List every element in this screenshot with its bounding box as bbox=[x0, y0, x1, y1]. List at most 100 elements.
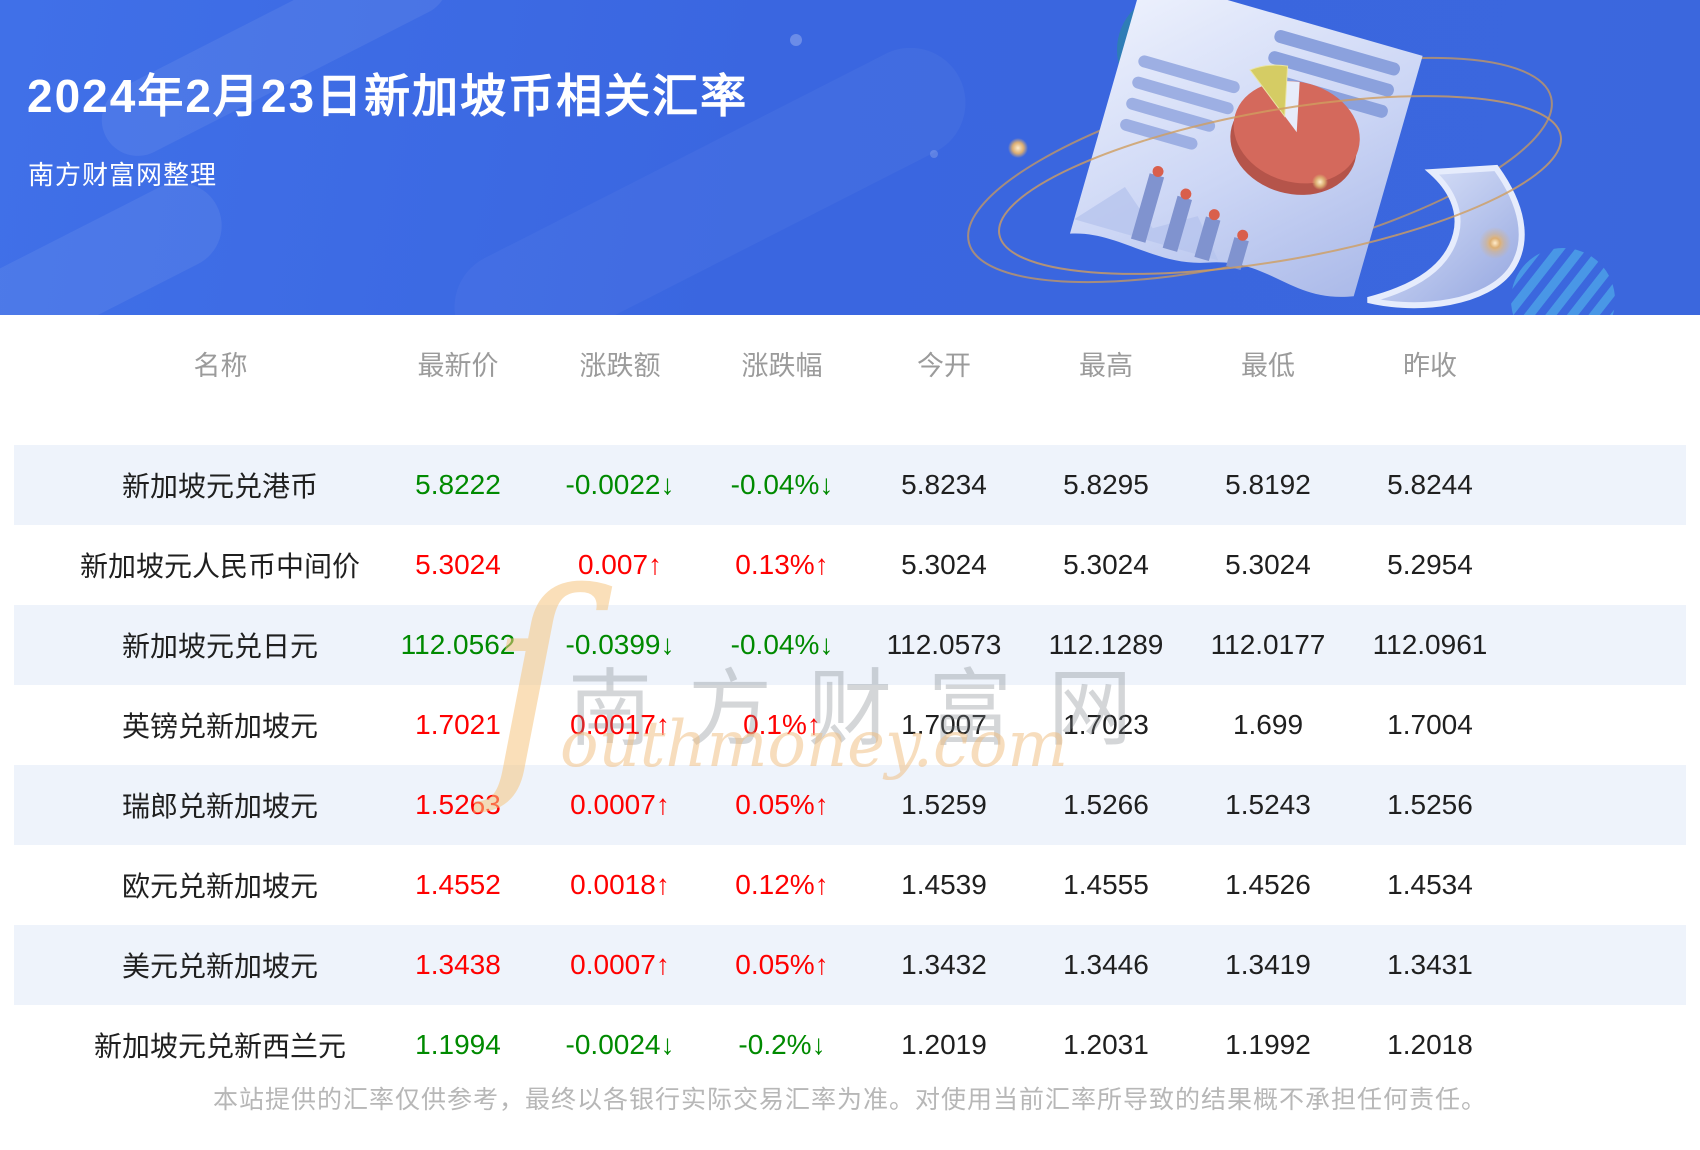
cell-filler bbox=[1511, 445, 1686, 525]
cell-prev-close: 1.3431 bbox=[1349, 925, 1511, 1005]
cell-high: 5.3024 bbox=[1063, 549, 1149, 580]
cell-filler bbox=[1511, 765, 1686, 845]
cell-filler bbox=[1511, 845, 1686, 925]
glow-sphere bbox=[1486, 234, 1504, 252]
table-row: 新加坡元人民币中间价 5.3024 0.007↑ 0.13%↑ 5.3024 5.3024… bbox=[14, 525, 1686, 605]
cell-open: 5.3024 bbox=[901, 549, 987, 580]
col-header-filler bbox=[1511, 315, 1686, 445]
cell-change: 0.0007↑ bbox=[539, 925, 701, 1005]
cell-change: 0.0017↑ bbox=[570, 709, 670, 740]
orbit-ring bbox=[998, 95, 1562, 275]
cell-filler bbox=[1511, 1005, 1686, 1085]
cell-prev-close: 5.2954 bbox=[1387, 549, 1473, 580]
cell-name: 瑞郎兑新加坡元 bbox=[14, 765, 377, 845]
cell-last: 5.3024 bbox=[415, 549, 501, 580]
striped-circle bbox=[1511, 248, 1615, 315]
cell-name: 新加坡元人民币中间价 bbox=[79, 551, 360, 582]
rate-table-body: 新加坡元兑港币 5.8222 -0.0022↓ -0.04%↓ 5.8234 5.8295… bbox=[14, 445, 1686, 1085]
cell-name: 新加坡元兑港币 bbox=[14, 445, 377, 525]
col-header-low: 最低 bbox=[1241, 350, 1295, 381]
table-row: 新加坡元兑港币 5.8222 -0.0022↓ -0.04%↓ 5.8234 5.8295… bbox=[14, 445, 1686, 525]
cell-open: 1.2019 bbox=[901, 1029, 987, 1060]
cell-high: 1.2031 bbox=[1063, 1029, 1149, 1060]
table-row: 瑞郎兑新加坡元 1.5263 0.0007↑ 0.05%↑ 1.5259 1.5266 1.… bbox=[14, 765, 1686, 845]
finance-report-illustration bbox=[967, 0, 1615, 315]
text-line bbox=[1274, 30, 1401, 76]
cell-low: 1.699 bbox=[1232, 709, 1304, 740]
cell-high: 5.8295 bbox=[1025, 445, 1187, 525]
cell-low: 1.3419 bbox=[1187, 925, 1349, 1005]
page-subtitle: 南方财富网整理 bbox=[28, 160, 218, 190]
col-header-open: 今开 bbox=[917, 350, 971, 381]
exchange-rates-table: 名称 最新价 涨跌额 涨跌幅 今开 最高 最低 昨收 新加坡元兑港币 5.8222… bbox=[14, 315, 1686, 1085]
cell-high: 1.5266 bbox=[1025, 765, 1187, 845]
pie-chart-icon bbox=[1230, 64, 1360, 195]
table-row: 欧元兑新加坡元 1.4552 0.0018↑ 0.12%↑ 1.4539 1.4555 1.… bbox=[14, 845, 1686, 925]
cell-name: 新加坡元兑日元 bbox=[14, 605, 377, 685]
cell-open: 1.3432 bbox=[863, 925, 1025, 1005]
col-header-name: 名称 bbox=[193, 350, 248, 381]
col-header-prev-close: 昨收 bbox=[1403, 350, 1457, 381]
text-line bbox=[1138, 55, 1240, 94]
cell-change: 0.0018↑ bbox=[570, 869, 670, 900]
cell-change-pct: 0.13%↑ bbox=[735, 549, 829, 580]
cell-change-pct: 0.12%↑ bbox=[735, 869, 829, 900]
col-header-change: 涨跌额 bbox=[579, 350, 661, 381]
table-header-row: 名称 最新价 涨跌额 涨跌幅 今开 最高 最低 昨收 bbox=[14, 315, 1686, 445]
cell-open: 1.7007 bbox=[901, 709, 987, 740]
cell-prev-close: 1.7004 bbox=[1387, 709, 1473, 740]
cell-last: 1.7021 bbox=[415, 709, 501, 740]
cell-low: 112.0177 bbox=[1187, 605, 1349, 685]
cell-last: 1.3438 bbox=[377, 925, 539, 1005]
col-header-high: 最高 bbox=[1079, 350, 1133, 381]
cell-prev-close: 1.5256 bbox=[1349, 765, 1511, 845]
cell-change-pct: 0.1%↑ bbox=[743, 709, 821, 740]
table-row: 新加坡元兑新西兰元 1.1994 -0.0024↓ -0.2%↓ 1.2019 1.203… bbox=[14, 1005, 1686, 1085]
cell-open: 1.5259 bbox=[863, 765, 1025, 845]
glow-sphere bbox=[1008, 138, 1028, 158]
glow-sphere bbox=[1312, 174, 1328, 190]
cell-name: 新加坡元兑新西兰元 bbox=[93, 1031, 346, 1062]
cell-last: 1.1994 bbox=[415, 1029, 501, 1060]
disclaimer-text: 本站提供的汇率仅供参考，最终以各银行实际交易汇率为准。对使用当前汇率所导致的结果… bbox=[212, 1086, 1487, 1114]
col-header-last: 最新价 bbox=[417, 350, 499, 381]
cell-last: 1.5263 bbox=[377, 765, 539, 845]
cell-filler bbox=[1511, 925, 1686, 1005]
cell-change-pct: 0.05%↑ bbox=[701, 765, 863, 845]
cell-name: 欧元兑新加坡元 bbox=[121, 871, 318, 902]
table-row: 英镑兑新加坡元 1.7021 0.0017↑ 0.1%↑ 1.7007 1.7023 1.6… bbox=[14, 685, 1686, 765]
cell-high: 1.7023 bbox=[1063, 709, 1149, 740]
col-header-change-pct: 涨跌幅 bbox=[741, 350, 823, 381]
cell-change-pct: -0.2%↓ bbox=[738, 1029, 826, 1060]
cell-name: 英镑兑新加坡元 bbox=[121, 711, 318, 742]
cell-filler bbox=[1511, 525, 1686, 605]
cell-filler bbox=[1511, 605, 1686, 685]
cell-change-pct: -0.04%↓ bbox=[701, 605, 863, 685]
table-row: 美元兑新加坡元 1.3438 0.0007↑ 0.05%↑ 1.3432 1.3446 1.… bbox=[14, 925, 1686, 1005]
cell-change: 0.0007↑ bbox=[539, 765, 701, 845]
cell-prev-close: 5.8244 bbox=[1349, 445, 1511, 525]
cell-low: 1.1992 bbox=[1225, 1029, 1311, 1060]
text-line bbox=[1120, 118, 1198, 150]
cell-low: 5.8192 bbox=[1187, 445, 1349, 525]
cell-low: 5.3024 bbox=[1225, 549, 1311, 580]
cell-high: 112.1289 bbox=[1025, 605, 1187, 685]
text-line bbox=[1132, 76, 1234, 115]
cell-high: 1.4555 bbox=[1063, 869, 1149, 900]
cell-open: 1.4539 bbox=[901, 869, 987, 900]
text-line bbox=[1126, 97, 1216, 132]
cell-change: -0.0024↓ bbox=[565, 1029, 675, 1060]
paper-curl bbox=[1367, 164, 1525, 309]
cell-name: 美元兑新加坡元 bbox=[14, 925, 377, 1005]
page-title: 2024年2月23日新加坡币相关汇率 bbox=[27, 70, 749, 122]
cell-low: 1.5243 bbox=[1187, 765, 1349, 845]
cell-last: 5.8222 bbox=[377, 445, 539, 525]
bar-chart-icon bbox=[1130, 165, 1249, 271]
cell-change-pct: -0.04%↓ bbox=[701, 445, 863, 525]
table-row: 新加坡元兑日元 112.0562 -0.0399↓ -0.04%↓ 112.0573 11… bbox=[14, 605, 1686, 685]
cell-prev-close: 1.4534 bbox=[1387, 869, 1473, 900]
cell-last: 1.4552 bbox=[415, 869, 501, 900]
header-banner: 2024年2月23日新加坡币相关汇率 南方财富网整理 bbox=[0, 0, 1700, 315]
cell-open: 112.0573 bbox=[863, 605, 1025, 685]
cell-open: 5.8234 bbox=[863, 445, 1025, 525]
